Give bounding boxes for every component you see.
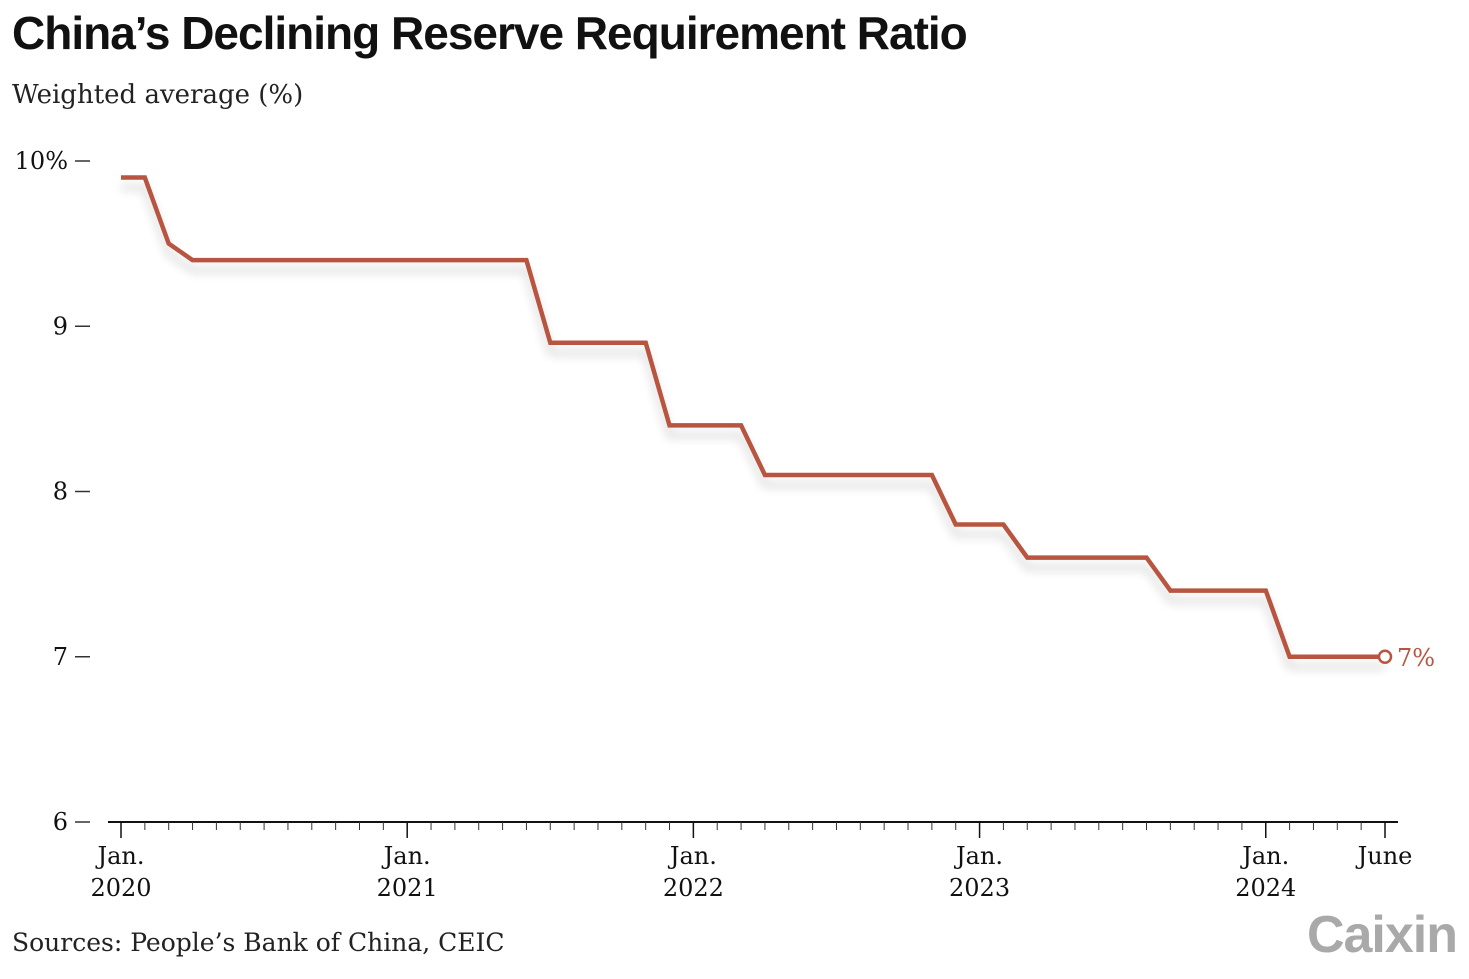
rrr-series-line (121, 175, 1385, 660)
source-note: Sources: People’s Bank of China, CEIC (12, 928, 505, 957)
chart-title: China’s Declining Reserve Requirement Ra… (12, 7, 968, 59)
chart-subtitle: Weighted average (%) (12, 80, 304, 110)
y-axis: 10% 9 8 7 6 (15, 147, 90, 836)
x-tick-year-label: 2020 (90, 874, 151, 902)
y-tick-label: 9 (53, 312, 68, 340)
y-tick-label: 8 (53, 478, 68, 506)
x-tick-label: Jan. (1239, 842, 1289, 870)
x-tick-label: Jan. (94, 842, 144, 870)
x-axis: Jan. 2020 Jan. 2021 Jan. 2022 Jan. 2023 Jan. 2024… (90, 821, 1413, 902)
x-tick-year-label: 2022 (663, 874, 724, 902)
x-tick-label: Jan. (381, 842, 431, 870)
end-value-label: 7% (1397, 644, 1435, 672)
y-tick-label: 10% (15, 147, 68, 175)
y-tick-label: 6 (53, 808, 68, 836)
brand-logo: Caixin (1306, 906, 1458, 964)
x-tick-year-label: 2023 (949, 874, 1010, 902)
annotation-layer: 7% (1377, 644, 1435, 672)
y-tick-label: 7 (53, 643, 68, 671)
x-tick-label: Jan. (667, 842, 717, 870)
x-tick-year-label: 2021 (377, 874, 438, 902)
x-tick-year-label: 2024 (1235, 874, 1296, 902)
x-tick-label: June (1355, 842, 1413, 870)
x-tick-label: Jan. (953, 842, 1003, 870)
end-point-marker (1377, 649, 1393, 664)
series-layer (121, 175, 1385, 660)
